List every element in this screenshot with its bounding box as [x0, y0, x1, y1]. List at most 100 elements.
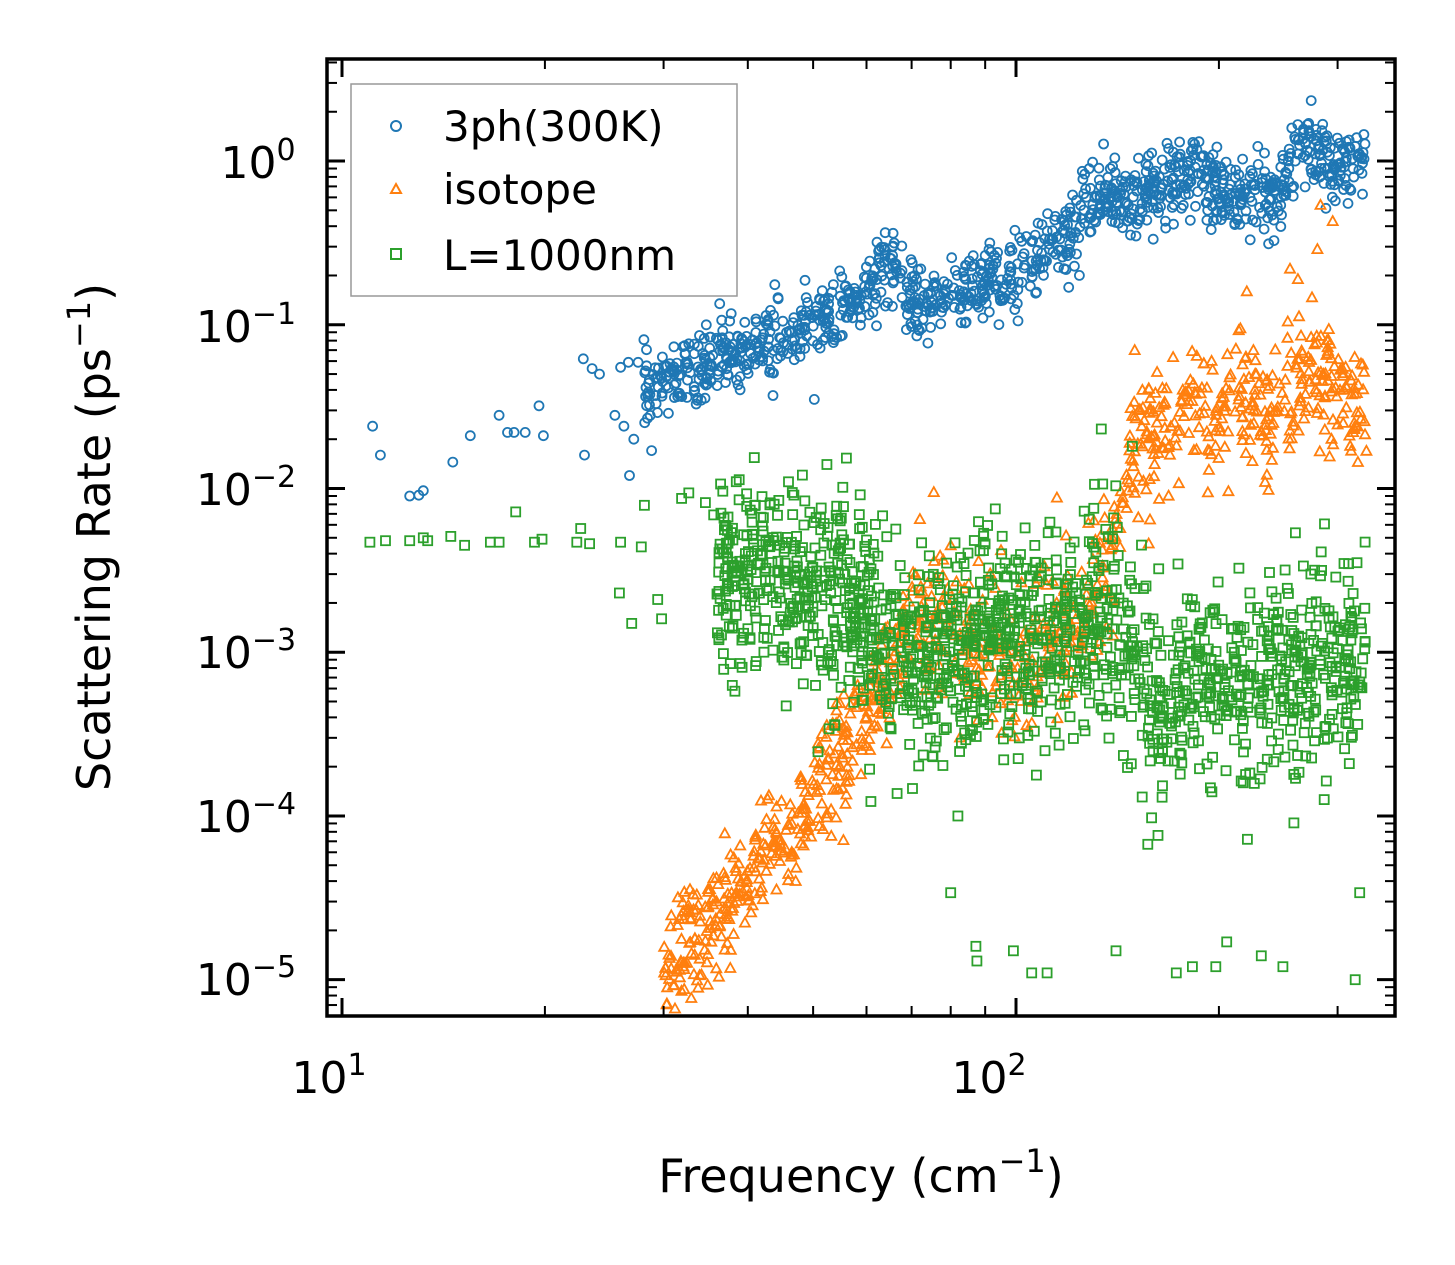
data-point	[834, 265, 846, 277]
data-point	[1313, 166, 1324, 178]
data-point	[928, 281, 940, 292]
data-point	[1218, 700, 1230, 711]
data-point	[956, 668, 968, 680]
data-point	[1319, 645, 1330, 657]
data-point	[1204, 447, 1218, 460]
data-point	[1248, 778, 1260, 789]
data-point	[757, 549, 768, 561]
data-point	[1337, 382, 1351, 395]
x-axis-label: Frequency (cm−1)	[658, 1142, 1063, 1203]
data-point	[955, 317, 967, 329]
data-point	[1261, 635, 1273, 647]
data-point	[1046, 642, 1058, 654]
data-point	[787, 616, 798, 628]
data-point	[1125, 647, 1137, 659]
data-point	[652, 381, 664, 393]
data-point	[1173, 649, 1185, 661]
data-point	[911, 330, 923, 342]
data-point	[1245, 706, 1257, 718]
data-point	[1171, 687, 1183, 698]
data-point	[998, 754, 1010, 766]
data-point	[841, 554, 853, 565]
data-point	[1140, 158, 1152, 170]
data-point	[773, 832, 788, 845]
data-point	[976, 268, 988, 280]
data-point	[1339, 400, 1353, 413]
data-point	[1018, 677, 1029, 689]
data-point	[1065, 557, 1077, 568]
data-point	[1025, 570, 1037, 582]
data-point	[1034, 611, 1046, 623]
data-point	[897, 609, 909, 621]
data-point	[829, 719, 840, 731]
data-point	[808, 517, 820, 528]
data-point	[705, 375, 717, 387]
data-point	[1003, 719, 1015, 731]
data-point	[773, 494, 785, 506]
data-point	[901, 276, 913, 288]
data-point	[1032, 244, 1043, 256]
data-point	[811, 760, 825, 773]
data-point	[1344, 443, 1358, 456]
data-point	[1160, 215, 1171, 227]
data-point	[1320, 135, 1332, 147]
data-point	[992, 246, 1003, 258]
data-point	[1105, 651, 1116, 663]
data-point	[922, 670, 933, 681]
data-point	[1188, 385, 1202, 398]
data-point	[756, 892, 770, 905]
data-point	[795, 802, 809, 815]
data-point	[817, 334, 829, 346]
data-point	[1331, 417, 1345, 430]
data-point	[1348, 691, 1360, 703]
data-point	[1238, 746, 1249, 758]
data-point	[786, 487, 798, 498]
data-point	[910, 696, 921, 708]
data-point	[945, 685, 957, 697]
data-point	[706, 897, 720, 910]
data-point	[774, 592, 786, 604]
data-point	[1229, 341, 1243, 354]
data-point	[777, 315, 789, 327]
data-point	[1106, 592, 1117, 604]
data-point	[1188, 408, 1202, 421]
data-point	[805, 773, 819, 786]
data-point	[1174, 710, 1186, 721]
data-point	[1192, 691, 1204, 703]
data-point	[493, 409, 505, 421]
data-point	[1356, 623, 1367, 635]
data-point	[1110, 945, 1122, 957]
data-point	[639, 367, 651, 379]
data-point	[1140, 188, 1151, 200]
data-point	[1061, 646, 1072, 658]
data-point	[730, 609, 742, 621]
data-point	[1345, 634, 1357, 646]
data-point	[918, 604, 929, 616]
data-point	[705, 359, 717, 371]
data-point	[760, 562, 772, 574]
data-point	[1069, 260, 1080, 272]
data-point	[908, 567, 922, 580]
data-point	[1319, 518, 1330, 530]
data-point	[794, 638, 806, 650]
data-point	[854, 595, 865, 607]
data-point	[1120, 501, 1134, 513]
data-point	[586, 363, 598, 375]
data-point	[712, 588, 723, 600]
data-point	[757, 520, 768, 532]
data-point	[885, 723, 897, 735]
data-point	[836, 720, 850, 733]
data-point	[1207, 149, 1219, 161]
data-point	[967, 280, 978, 292]
data-point	[920, 620, 932, 632]
data-point	[1148, 457, 1162, 470]
data-point	[650, 372, 661, 384]
data-point	[1225, 163, 1237, 175]
data-point	[850, 289, 862, 301]
data-point	[1261, 483, 1276, 495]
data-point	[1288, 180, 1299, 192]
data-point	[1216, 692, 1228, 704]
data-point	[1295, 372, 1309, 385]
data-point	[1218, 189, 1230, 201]
data-point	[848, 696, 860, 708]
